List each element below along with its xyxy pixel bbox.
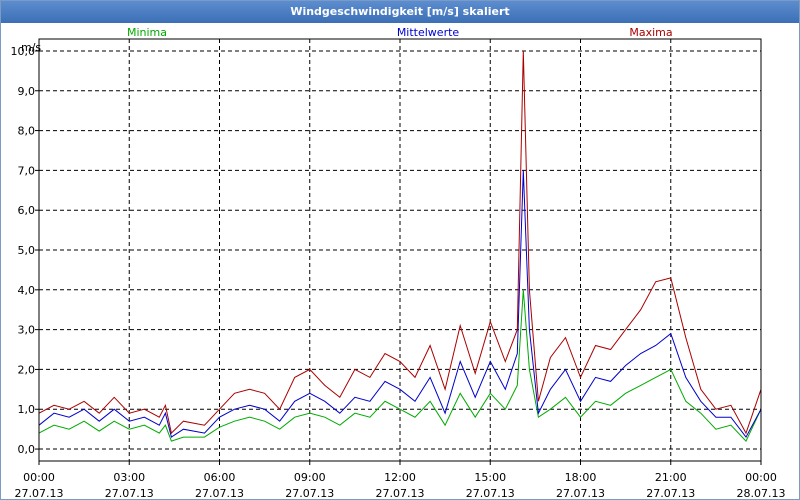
x-tick-label-time: 12:00 bbox=[384, 471, 416, 484]
y-tick-label: 3,0 bbox=[18, 324, 36, 337]
plot-frame bbox=[38, 38, 762, 462]
x-tick-label-date: 27.07.13 bbox=[466, 487, 515, 499]
legend: Minima Mittelwerte Maxima bbox=[127, 26, 673, 39]
y-tick-label: 4,0 bbox=[18, 284, 36, 297]
x-tick-label-time: 18:00 bbox=[565, 471, 597, 484]
series-lines bbox=[38, 50, 762, 442]
y-tick-label: 7,0 bbox=[18, 164, 36, 177]
legend-entry-minima: Minima bbox=[127, 26, 167, 39]
grid bbox=[39, 39, 761, 461]
y-tick-label: 10,0 bbox=[11, 45, 36, 58]
y-tick-label: 6,0 bbox=[18, 204, 36, 217]
y-tick-label: 5,0 bbox=[18, 244, 36, 257]
y-tick-label: 8,0 bbox=[18, 125, 36, 138]
series-line-maxima bbox=[38, 50, 762, 435]
tick-labels: 0,0 1,0 2,0 3,0 4,0 5,0 6,0 7,0 8,0 9,0 10,0m/s 00:… bbox=[11, 41, 786, 499]
series-line-minima bbox=[38, 289, 762, 442]
wind-speed-chart: 0,0 1,0 2,0 3,0 4,0 5,0 6,0 7,0 8,0 9,0 10,0m/s 00:… bbox=[11, 26, 786, 499]
x-tick-label-date: 27.07.13 bbox=[376, 487, 425, 499]
x-tick-label-date: 27.07.13 bbox=[105, 487, 154, 499]
x-tick-label-date: 27.07.13 bbox=[646, 487, 695, 499]
window-title: Windgeschwindigkeit [m/s] skaliert bbox=[1, 1, 799, 23]
y-tick-label: 9,0 bbox=[18, 85, 36, 98]
x-tick-label-time: 06:00 bbox=[204, 471, 236, 484]
x-tick-label-time: 09:00 bbox=[294, 471, 326, 484]
x-tick-label-time: 00:00 bbox=[23, 471, 55, 484]
x-tick-label-date: 27.07.13 bbox=[556, 487, 605, 499]
x-tick-label-date: 28.07.13 bbox=[737, 487, 786, 499]
axes bbox=[35, 38, 762, 465]
x-tick-label-date: 27.07.13 bbox=[285, 487, 334, 499]
x-tick-label-date: 27.07.13 bbox=[15, 487, 64, 499]
y-tick-label: 1,0 bbox=[18, 403, 36, 416]
x-tick-label-time: 15:00 bbox=[474, 471, 506, 484]
x-tick-label-time: 00:00 bbox=[745, 471, 777, 484]
x-tick-label-time: 21:00 bbox=[655, 471, 687, 484]
x-tick-label-date: 27.07.13 bbox=[195, 487, 244, 499]
series-line-mittelwerte bbox=[38, 170, 762, 439]
x-tick-label-time: 03:00 bbox=[113, 471, 145, 484]
y-axis-label: m/s bbox=[21, 41, 41, 54]
legend-entry-mittelwerte: Mittelwerte bbox=[397, 26, 460, 39]
legend-entry-maxima: Maxima bbox=[629, 26, 672, 39]
y-tick-label: 2,0 bbox=[18, 363, 36, 376]
y-tick-label: 0,0 bbox=[18, 443, 36, 456]
